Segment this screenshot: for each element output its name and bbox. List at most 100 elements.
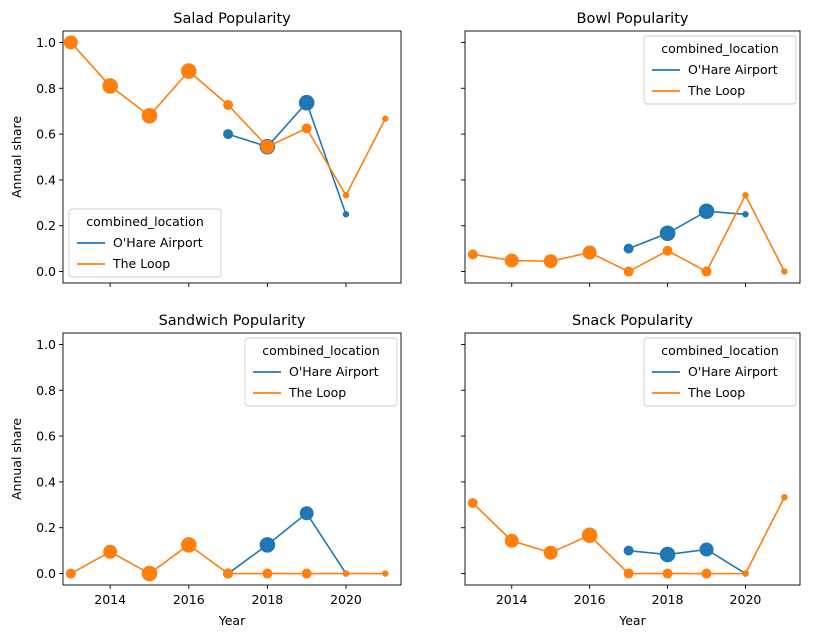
legend: combined_location O'Hare Airport The Loop	[643, 35, 797, 105]
data-point	[659, 225, 676, 242]
series-line	[227, 101, 347, 215]
data-point	[342, 570, 350, 577]
data-point	[742, 570, 749, 577]
data-point	[141, 565, 158, 582]
panel-3: Snack Popularity 2014 2016 2018 2020 Year comb…	[461, 313, 801, 628]
data-point	[141, 107, 158, 124]
y-tick-label: 0.8	[36, 81, 56, 96]
plot-frame	[464, 30, 801, 284]
legend: combined_location O'Hare Airport The Loop	[68, 208, 222, 278]
legend-box	[244, 337, 398, 407]
legend-box	[643, 35, 797, 105]
data-point	[260, 139, 275, 154]
data-point	[301, 123, 312, 134]
panel-title: Snack Popularity	[572, 313, 693, 329]
data-point	[103, 544, 118, 559]
data-point	[623, 545, 634, 556]
data-point	[223, 129, 234, 140]
data-point	[262, 568, 273, 579]
legend-label: The Loop	[687, 385, 745, 400]
y-tick-label: 1.0	[36, 337, 56, 352]
data-point	[701, 568, 712, 579]
legend-box	[68, 208, 222, 278]
data-point	[342, 192, 350, 199]
data-point	[65, 568, 76, 579]
data-point	[223, 568, 234, 579]
y-tick-label: 0.4	[36, 172, 56, 187]
panel-title: Bowl Popularity	[577, 11, 689, 27]
data-point	[342, 211, 350, 218]
panel-title: Salad Popularity	[173, 11, 291, 27]
x-axis-label: Year	[618, 613, 646, 628]
x-tick-label: 2014	[496, 592, 528, 607]
panel-title: Sandwich Popularity	[159, 313, 306, 329]
legend-label: O'Hare Airport	[289, 364, 379, 379]
legend-title: combined_location	[661, 41, 779, 56]
legend-label: The Loop	[687, 83, 745, 98]
data-point	[659, 546, 676, 563]
y-tick-label: 0.2	[36, 520, 56, 535]
legend-label: The Loop	[112, 256, 170, 271]
legend-label: O'Hare Airport	[688, 62, 778, 77]
data-point	[662, 568, 673, 579]
data-point	[299, 506, 314, 521]
y-tick-label: 1.0	[36, 35, 56, 50]
y-axis-label: Annual share	[9, 116, 24, 198]
plot-frame	[464, 332, 801, 586]
data-point	[180, 537, 197, 553]
data-point	[623, 243, 634, 254]
panel-2: Sandwich Popularity 0.0 0.2 0.4 0.6 0.8 1.0 201…	[9, 313, 402, 628]
data-point	[543, 545, 558, 560]
data-point	[298, 94, 315, 111]
panel-1: Bowl Popularity combined_location O'Hare A…	[461, 11, 801, 287]
data-point	[699, 542, 714, 557]
y-tick-label: 0.8	[36, 383, 56, 398]
data-point	[582, 245, 597, 260]
data-point	[504, 533, 519, 548]
plot-frame	[62, 30, 402, 284]
legend-title: combined_location	[661, 343, 779, 358]
legend: combined_location O'Hare Airport The Loop	[244, 337, 398, 407]
data-point	[781, 268, 788, 275]
legend-label: The Loop	[288, 385, 346, 400]
y-axis-label: Annual share	[9, 418, 24, 500]
data-point	[301, 568, 312, 579]
data-point	[781, 494, 788, 501]
series-line	[227, 512, 347, 575]
series-line	[628, 210, 746, 250]
data-point	[662, 245, 673, 256]
plot-frame	[62, 332, 402, 586]
y-tick-label: 0.6	[36, 429, 56, 444]
legend-box	[643, 337, 797, 407]
series-line	[628, 548, 746, 575]
panel-0: Salad Popularity 0.0 0.2 0.4 0.6 0.8 1.0 Annual…	[9, 11, 402, 287]
data-point	[382, 570, 389, 577]
x-tick-label: 2016	[574, 592, 606, 607]
data-point	[102, 78, 118, 94]
data-point	[223, 99, 234, 110]
data-point	[467, 249, 478, 260]
x-tick-label: 2014	[94, 592, 126, 607]
x-tick-label: 2018	[251, 592, 283, 607]
legend-title: combined_location	[86, 214, 204, 229]
data-point	[581, 527, 598, 544]
data-point	[259, 537, 276, 553]
y-tick-label: 0.0	[36, 264, 56, 279]
y-tick-label: 0.0	[36, 566, 56, 581]
data-point	[698, 203, 715, 220]
data-point	[543, 254, 558, 269]
data-point	[742, 192, 749, 199]
x-tick-label: 2016	[173, 592, 205, 607]
x-tick-label: 2020	[730, 592, 762, 607]
legend-title: combined_location	[262, 343, 380, 358]
data-point	[504, 253, 519, 268]
data-point	[382, 115, 389, 122]
data-point	[623, 568, 634, 579]
x-tick-label: 2018	[652, 592, 684, 607]
data-point	[742, 211, 749, 218]
legend: combined_location O'Hare Airport The Loop	[643, 337, 797, 407]
legend-label: O'Hare Airport	[113, 235, 203, 250]
y-tick-label: 0.6	[36, 127, 56, 142]
data-point	[623, 266, 634, 277]
